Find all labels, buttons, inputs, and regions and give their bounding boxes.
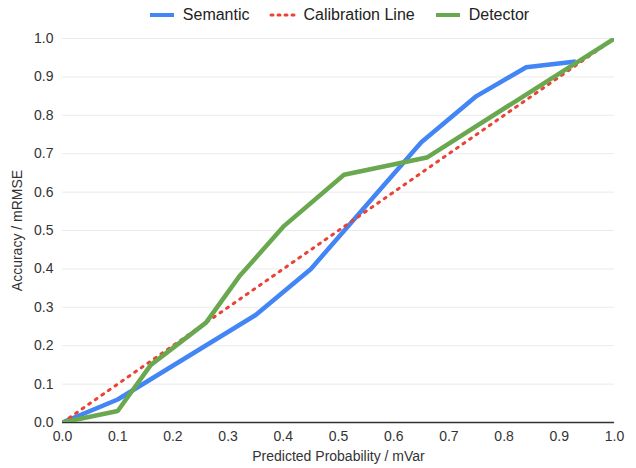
svg-text:0.2: 0.2: [34, 337, 54, 353]
svg-text:1.0: 1.0: [605, 428, 625, 444]
svg-text:1.0: 1.0: [34, 30, 54, 46]
svg-text:0.7: 0.7: [439, 428, 459, 444]
svg-text:0.6: 0.6: [34, 184, 54, 200]
svg-text:0.3: 0.3: [218, 428, 238, 444]
svg-text:Accuracy / mRMSE: Accuracy / mRMSE: [9, 170, 25, 291]
svg-text:0.4: 0.4: [274, 428, 294, 444]
svg-text:0.9: 0.9: [34, 68, 54, 84]
html-text:Detector: Detector: [468, 6, 530, 23]
svg-text:0.0: 0.0: [34, 414, 54, 430]
svg-text:0.8: 0.8: [494, 428, 514, 444]
svg-text:0.9: 0.9: [550, 428, 570, 444]
html-text:Semantic: Semantic: [182, 6, 250, 23]
svg-text:0.5: 0.5: [34, 222, 54, 238]
svg-text:0.5: 0.5: [329, 428, 349, 444]
svg-text:0.6: 0.6: [384, 428, 404, 444]
svg-text:0.4: 0.4: [34, 260, 54, 276]
svg-text:Predicted Probability / mVar: Predicted Probability / mVar: [252, 448, 425, 464]
svg-text:0.1: 0.1: [34, 376, 54, 392]
svg-text:0.8: 0.8: [34, 107, 54, 123]
svg-text:0.2: 0.2: [163, 428, 183, 444]
svg-text:0.3: 0.3: [34, 299, 54, 315]
svg-text:0.7: 0.7: [34, 145, 54, 161]
svg-text:0.1: 0.1: [108, 428, 128, 444]
svg-text:0.0: 0.0: [53, 428, 73, 444]
html-text:Calibration Line: Calibration Line: [303, 6, 415, 23]
